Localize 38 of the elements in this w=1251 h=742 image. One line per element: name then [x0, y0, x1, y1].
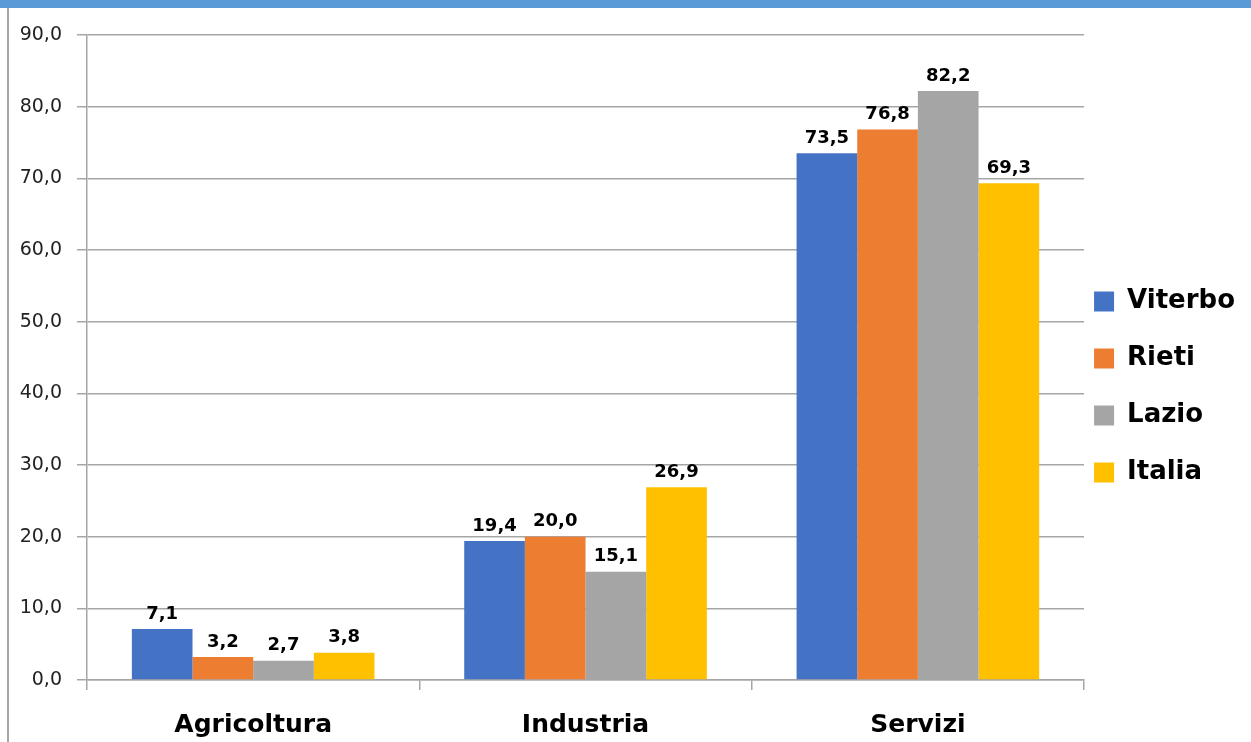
bar: [131, 629, 193, 680]
y-tick-label: 60,0: [19, 236, 62, 259]
data-label: 19,4: [472, 513, 517, 535]
y-tick-label: 90,0: [19, 21, 62, 44]
bar: [857, 129, 918, 680]
data-label: 82,2: [926, 63, 971, 85]
y-tick-label: 50,0: [19, 308, 62, 331]
data-label: 7,1: [146, 601, 179, 623]
data-label: 26,9: [654, 459, 699, 481]
data-label: 76,8: [865, 102, 910, 124]
legend-label: Italia: [1127, 455, 1203, 486]
legend-label: Lazio: [1127, 398, 1204, 429]
x-tick-label: Agricoltura: [174, 708, 333, 738]
data-label: 69,3: [986, 156, 1032, 178]
y-tick-label: 20,0: [19, 523, 62, 546]
bar: [524, 536, 586, 680]
y-tick-label: 30,0: [19, 451, 62, 474]
bar: [796, 153, 858, 680]
legend-label: Viterbo: [1127, 284, 1235, 315]
y-tick-label: 70,0: [19, 165, 62, 188]
x-tick-label: Servizi: [870, 708, 966, 738]
legend-label: Rieti: [1127, 341, 1195, 372]
bar: [464, 540, 525, 680]
data-label: 3,2: [206, 629, 239, 651]
y-tick-label: 80,0: [19, 93, 62, 116]
data-label: 3,8: [328, 625, 361, 647]
y-tick-label: 0,0: [31, 666, 62, 689]
data-label: 20,0: [532, 509, 578, 531]
bar: [313, 652, 375, 680]
y-tick-label: 40,0: [19, 380, 62, 403]
bar: [192, 657, 254, 680]
bar: [978, 183, 1040, 680]
bar: [646, 487, 707, 680]
data-label: 15,1: [593, 544, 639, 566]
x-tick-label: Industria: [521, 708, 650, 738]
y-tick-label: 10,0: [19, 595, 62, 618]
data-label: 73,5: [804, 125, 850, 147]
data-label: 2,7: [267, 633, 300, 655]
